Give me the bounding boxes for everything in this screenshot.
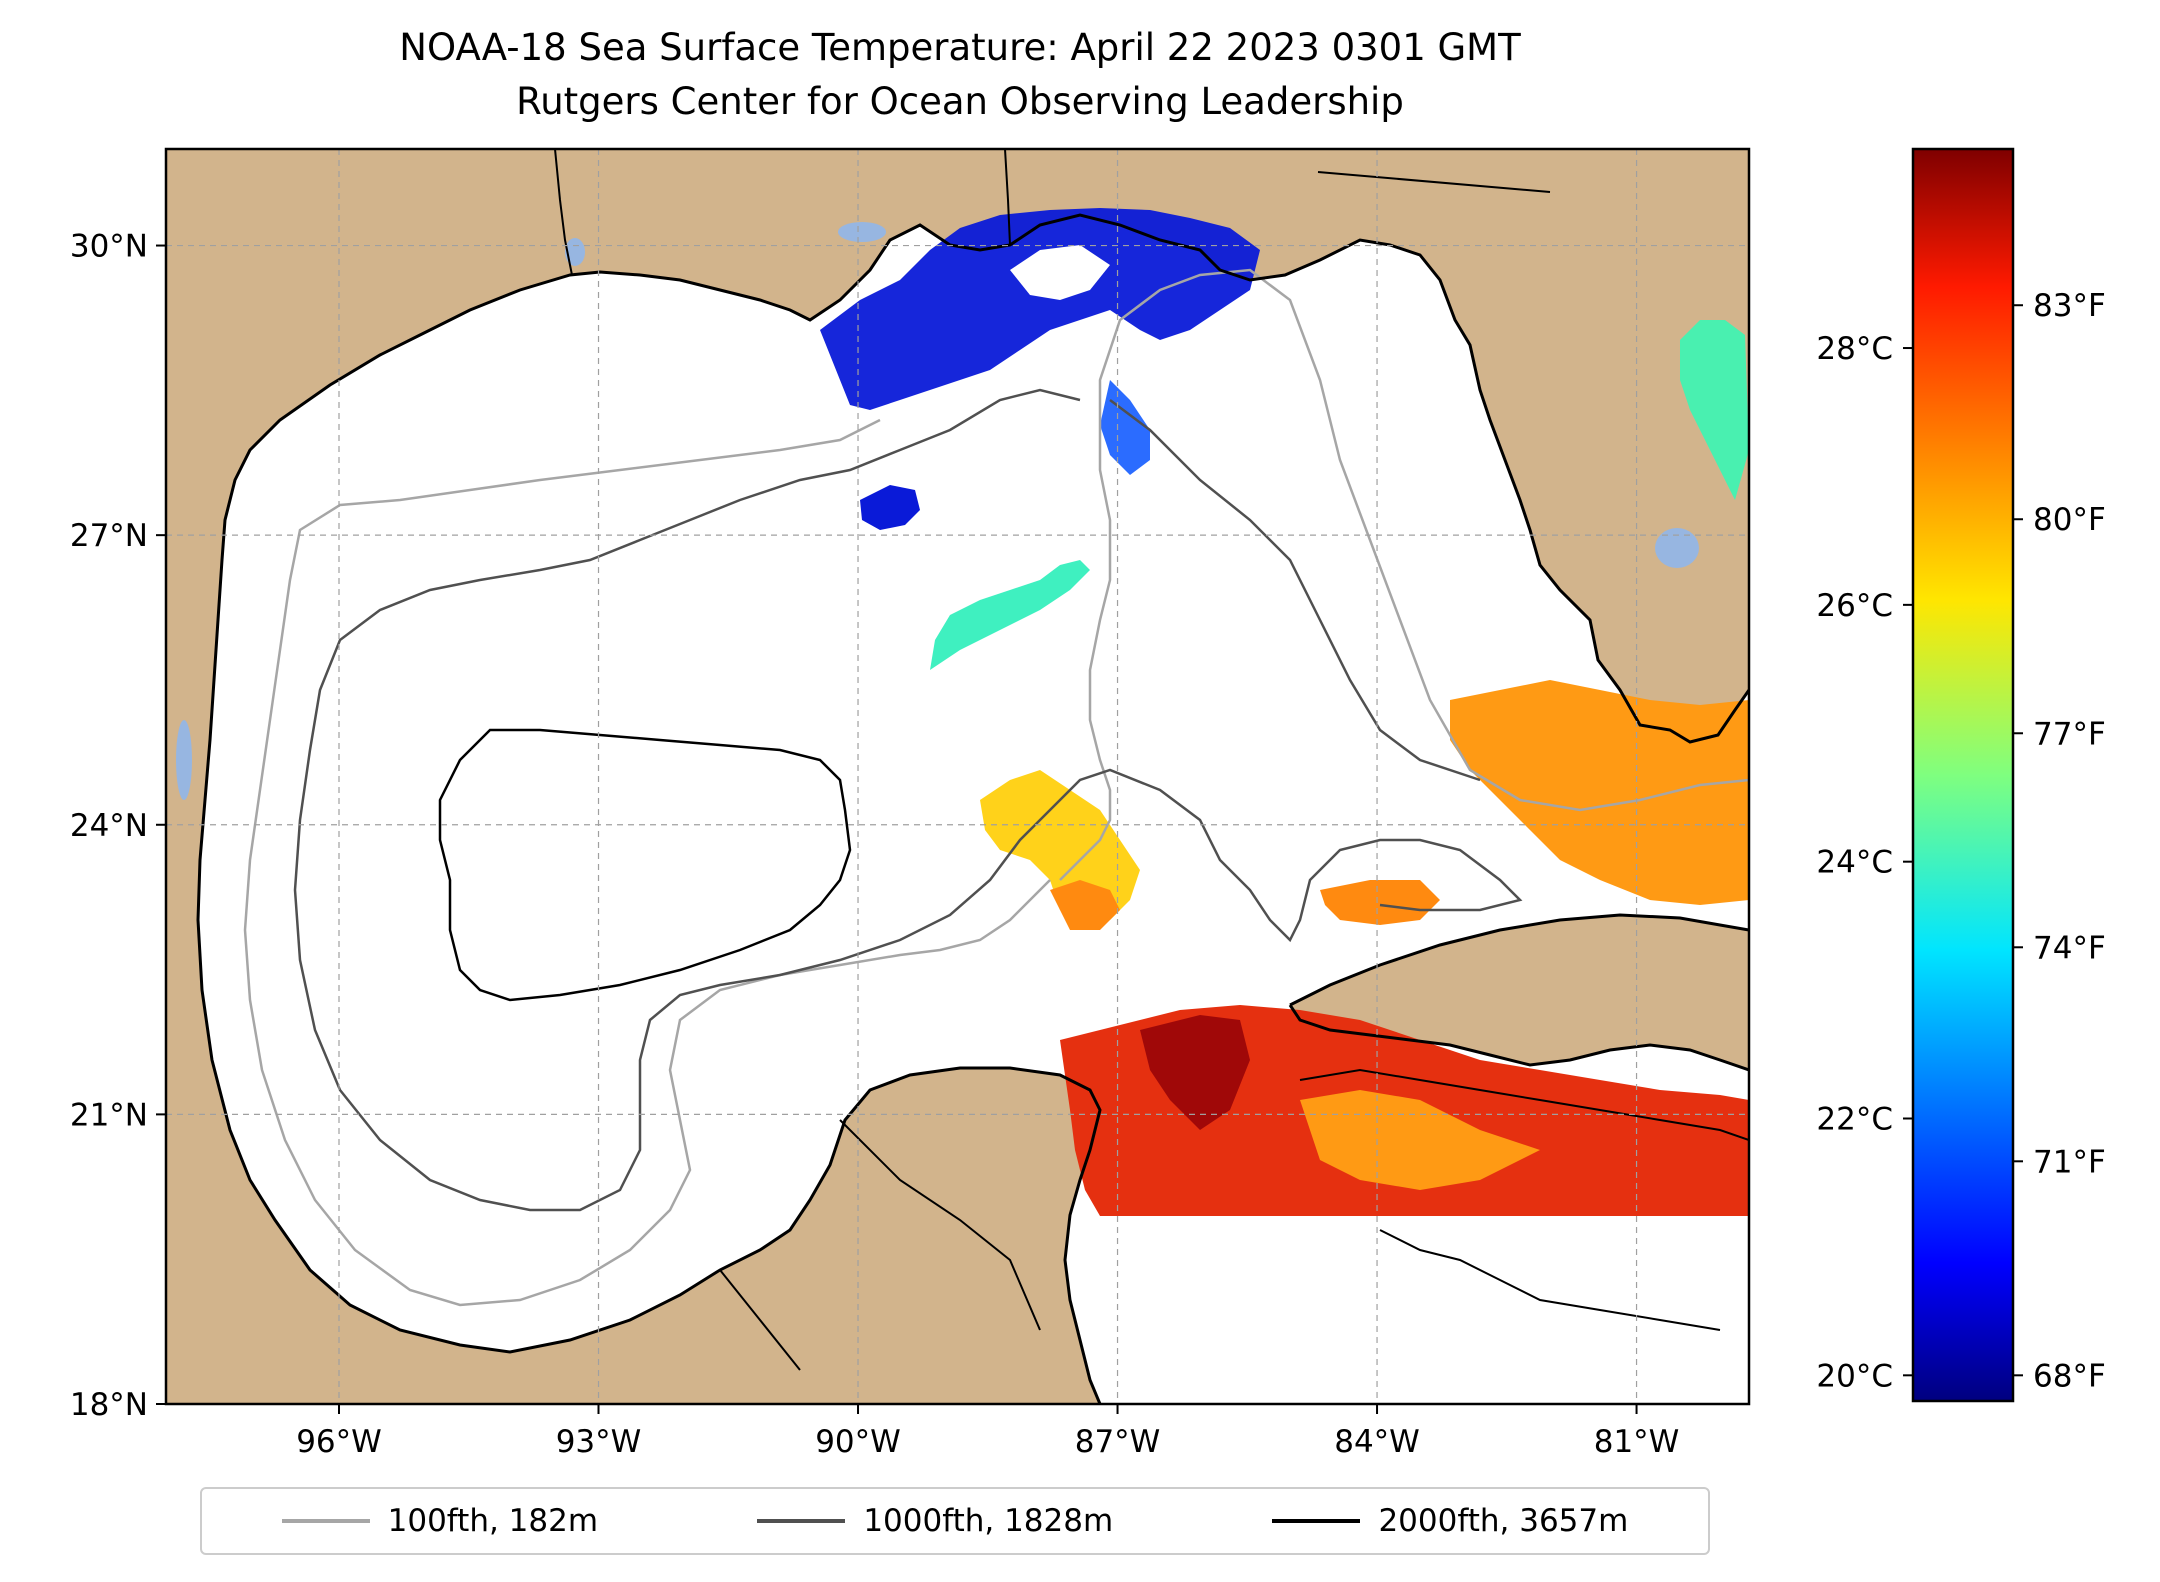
border-mississippi-alabama bbox=[1004, 149, 1011, 246]
land-florida bbox=[1510, 149, 1749, 730]
border-mexico-states bbox=[719, 1119, 1041, 1371]
sst-patch-mississippi bbox=[820, 208, 1260, 410]
colorbar-c-label: 28°C bbox=[1816, 331, 1893, 367]
colorbar-c-label: 20°C bbox=[1816, 1358, 1893, 1394]
sst-patch-florida-straits bbox=[1450, 680, 1749, 905]
lat-tick-label: 18°N bbox=[70, 1387, 148, 1423]
colorbar-f-label: 83°F bbox=[2033, 288, 2106, 324]
legend-item-1000fth: 1000fth, 1828m bbox=[757, 1503, 1113, 1539]
colorbar-gradient bbox=[1911, 147, 2015, 1403]
gridlines bbox=[166, 149, 1749, 1404]
sst-patch-central-yellow bbox=[980, 770, 1140, 925]
contour-100fth bbox=[243, 268, 1749, 1307]
border-texas-louisiana bbox=[554, 149, 573, 276]
lake-okeechobee bbox=[1655, 528, 1699, 568]
legend-label-100fth: 100fth, 182m bbox=[387, 1503, 599, 1539]
contour-1000fth bbox=[293, 388, 1523, 1212]
land-cuba bbox=[1290, 915, 1749, 1070]
lon-tick-label: 93°W bbox=[556, 1424, 642, 1460]
legend-swatch-2000fth bbox=[1272, 1519, 1361, 1523]
colorbar-fahrenheit-axis: 68°F 71°F 74°F 77°F 80°F 83°F bbox=[2013, 288, 2106, 1394]
lake-texas bbox=[565, 238, 585, 266]
colorbar-f-label: 77°F bbox=[2033, 716, 2106, 752]
legend-item-2000fth: 2000fth, 3657m bbox=[1272, 1503, 1628, 1539]
map-subtitle: Rutgers Center for Ocean Observing Leade… bbox=[516, 80, 1404, 123]
legend-item-100fth: 100fth, 182m bbox=[281, 1503, 599, 1539]
legend-label-2000fth: 2000fth, 3657m bbox=[1378, 1503, 1629, 1539]
lon-tick-label: 81°W bbox=[1594, 1424, 1680, 1460]
colorbar-f-label: 74°F bbox=[2033, 930, 2106, 966]
map-frame bbox=[164, 147, 1751, 1406]
lat-tick-label: 30°N bbox=[70, 229, 148, 265]
legend-swatch-1000fth bbox=[757, 1519, 846, 1523]
coastline-north bbox=[196, 213, 1749, 1404]
colorbar: 20°C 22°C 24°C 26°C 28°C 68°F 71°F 74°F 77°F 80°… bbox=[1816, 147, 2106, 1403]
map-title: NOAA-18 Sea Surface Temperature: April 2… bbox=[399, 26, 1521, 69]
land-layer bbox=[166, 149, 1749, 1404]
sst-patch-cold-west bbox=[860, 485, 920, 530]
sst-patch-yucatan-darkred bbox=[1140, 1015, 1250, 1130]
sst-patch-florida-east bbox=[1680, 320, 1749, 500]
longitude-axis: 96°W 93°W 90°W 87°W 84°W 81°W bbox=[296, 1404, 1679, 1460]
lagoon-tamaulipas bbox=[176, 720, 192, 800]
sst-patch-mississippi-edge bbox=[1010, 245, 1110, 300]
sst-patch-cyan bbox=[930, 560, 1090, 670]
bathymetry-contours bbox=[243, 268, 1749, 1331]
colorbar-c-label: 22°C bbox=[1816, 1101, 1893, 1137]
sst-patch-keys-orange bbox=[1320, 880, 1440, 925]
map-area bbox=[166, 149, 1749, 1404]
lat-tick-label: 21°N bbox=[70, 1097, 148, 1133]
lake-pontchartrain bbox=[838, 222, 886, 242]
coastline-layer bbox=[196, 213, 1749, 1404]
colorbar-celsius-axis: 20°C 22°C 24°C 26°C 28°C bbox=[1816, 331, 1913, 1394]
lon-tick-label: 90°W bbox=[815, 1424, 901, 1460]
lat-tick-label: 24°N bbox=[70, 808, 148, 844]
contour-2000fth-caribbean bbox=[1299, 1068, 1749, 1331]
lon-tick-label: 96°W bbox=[296, 1424, 382, 1460]
inland-water-layer bbox=[176, 222, 1699, 800]
colorbar-c-label: 24°C bbox=[1816, 845, 1893, 881]
contour-legend: 100fth, 182m 1000fth, 1828m 2000fth, 365… bbox=[200, 1487, 1710, 1555]
border-layer bbox=[554, 149, 1551, 1371]
border-florida-georgia bbox=[1317, 171, 1551, 193]
lat-tick-label: 27°N bbox=[70, 518, 148, 554]
sst-data-layer bbox=[820, 208, 1749, 1216]
legend-swatch-100fth bbox=[281, 1519, 370, 1523]
sst-patch-river-blue bbox=[1100, 380, 1150, 475]
coastline-cuba bbox=[1288, 913, 1749, 1072]
colorbar-f-label: 71°F bbox=[2033, 1144, 2106, 1180]
lon-tick-label: 87°W bbox=[1075, 1424, 1161, 1460]
lon-tick-label: 84°W bbox=[1334, 1424, 1420, 1460]
colorbar-f-label: 68°F bbox=[2033, 1358, 2106, 1394]
legend-label-1000fth: 1000fth, 1828m bbox=[863, 1503, 1114, 1539]
colorbar-f-label: 80°F bbox=[2033, 502, 2106, 538]
contour-2000fth bbox=[438, 728, 852, 1002]
latitude-axis: 18°N 21°N 24°N 27°N 30°N bbox=[70, 229, 166, 1423]
colorbar-c-label: 26°C bbox=[1816, 588, 1893, 624]
sst-patch-central-orange bbox=[1050, 880, 1120, 930]
sst-patch-caribbean-orange bbox=[1300, 1090, 1540, 1190]
